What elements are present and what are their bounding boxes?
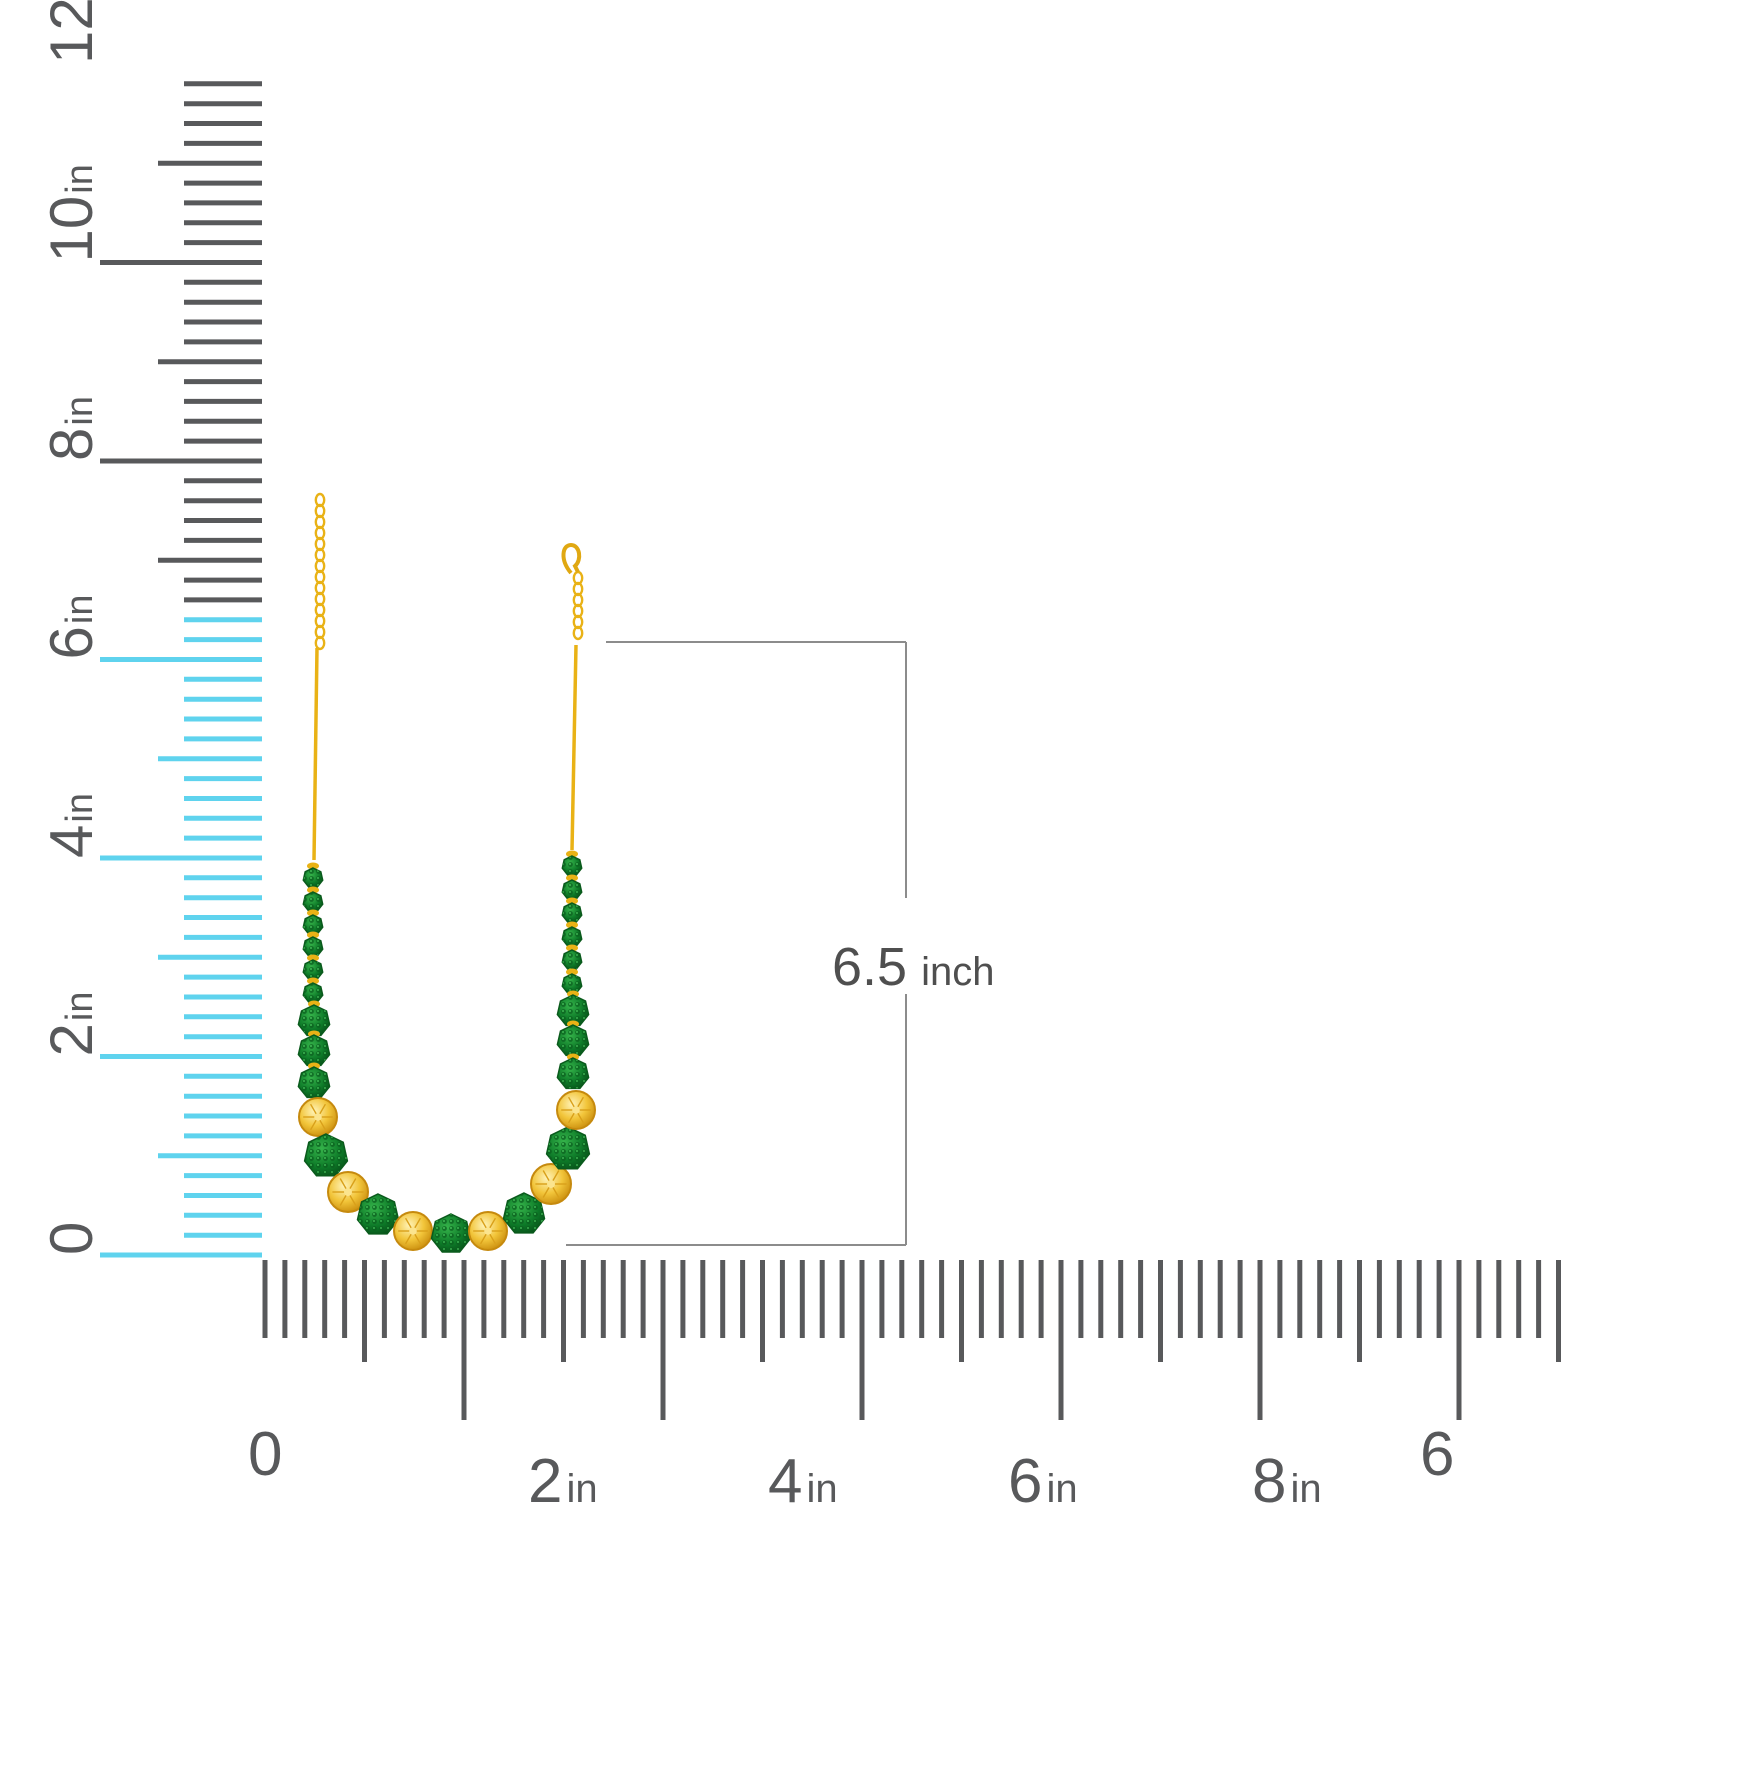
emerald-bead — [303, 1133, 349, 1177]
vertical-ruler-label: 0 — [38, 1222, 105, 1255]
necklace-chains — [312, 492, 584, 861]
horizontal-ruler: 0 2 in 4 in 6 in 8 in 6 — [248, 1260, 1561, 1516]
emerald-bead — [561, 855, 583, 876]
gold-spacer — [307, 977, 319, 985]
emerald-bead — [302, 959, 324, 980]
emerald-bead — [356, 1193, 400, 1235]
measurement-label: 6.5 inch — [832, 937, 994, 997]
emerald-bead — [302, 914, 324, 935]
gold-spacer — [566, 897, 578, 905]
emerald-bead — [545, 1126, 591, 1170]
necklace-image — [297, 492, 596, 1253]
measurement-value: 6.5 — [832, 937, 907, 997]
emerald-bead — [556, 1057, 590, 1090]
emerald-bead — [556, 1024, 590, 1057]
horizontal-ruler-label: 6 in — [1008, 1447, 1078, 1516]
gold-spacer — [307, 862, 319, 870]
vertical-ruler: 0 2in 4in 6in 8in 10in 12in — [38, 0, 262, 1258]
gold-bead — [530, 1163, 572, 1205]
emerald-bead — [302, 936, 324, 957]
gold-spacer — [566, 921, 578, 929]
horizontal-ruler-label: 4 in — [768, 1447, 838, 1516]
gold-bead — [393, 1211, 433, 1251]
horizontal-ruler-label: 8 in — [1252, 1447, 1322, 1516]
horizontal-ruler-label: 2 in — [528, 1447, 598, 1516]
gold-bead — [556, 1090, 596, 1130]
vertical-ruler-label: 6in — [38, 595, 105, 660]
gold-spacer — [307, 886, 319, 894]
emerald-bead — [297, 1034, 331, 1067]
gold-spacer — [307, 954, 319, 962]
measurement-unit: inch — [921, 950, 994, 994]
vertical-ruler-label: 4in — [38, 793, 105, 858]
emerald-bead — [561, 902, 583, 923]
gold-spacer — [566, 968, 578, 976]
emerald-bead — [502, 1192, 546, 1234]
emerald-bead — [561, 973, 583, 994]
chain-link — [572, 625, 584, 641]
right-chain — [570, 644, 578, 851]
emerald-bead — [561, 926, 583, 947]
vertical-ruler-label: 8in — [38, 396, 105, 461]
emerald-bead — [561, 879, 583, 900]
left-chain — [312, 647, 319, 861]
vertical-ruler-label: 2in — [38, 992, 105, 1057]
emerald-bead — [302, 867, 324, 888]
gold-bead — [468, 1211, 508, 1251]
horizontal-ruler-label: 0 — [248, 1420, 282, 1489]
gold-spacer — [307, 931, 319, 939]
gold-spacer — [566, 874, 578, 882]
gold-spacer — [566, 850, 578, 858]
emerald-bead — [297, 1066, 331, 1099]
gold-spacer — [566, 944, 578, 952]
vertical-ruler-label: 10in — [38, 164, 105, 262]
chain-link — [314, 635, 326, 651]
emerald-bead — [302, 891, 324, 912]
vertical-ruler-label: 12in — [38, 0, 105, 64]
hook-clasp-icon — [561, 542, 582, 575]
emerald-bead — [430, 1213, 472, 1253]
emerald-bead — [556, 994, 590, 1027]
gold-spacer — [307, 909, 319, 917]
measurement-bracket: 6.5 inch — [566, 641, 994, 1246]
gold-bead — [298, 1097, 338, 1137]
horizontal-ruler-label: 6 — [1420, 1420, 1454, 1489]
gold-bead — [327, 1171, 369, 1213]
necklace-beads — [297, 850, 596, 1253]
emerald-bead — [302, 982, 324, 1003]
emerald-bead — [561, 949, 583, 970]
